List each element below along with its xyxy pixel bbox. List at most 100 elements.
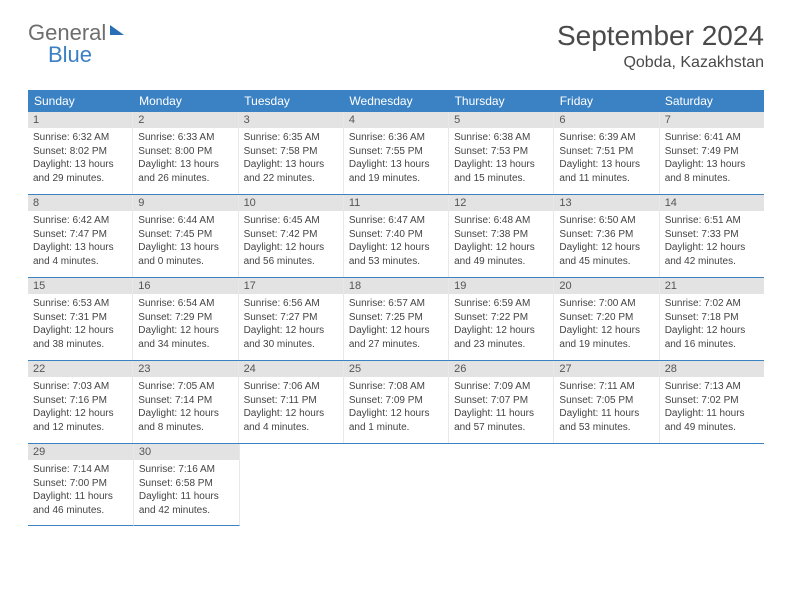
day-cell: 17 Sunrise: 6:56 AMSunset: 7:27 PMDayligh… [239,278,344,360]
sunrise-text: Sunrise: 6:41 AM [665,131,759,145]
day-cell: 6Sunrise: 6:39 AMSunset: 7:51 PMDaylight… [554,112,659,194]
daylight-text: Daylight: 13 hours and 22 minutes. [244,158,338,185]
day-header-friday: Friday [554,90,659,112]
day-body: Sunrise: 6:39 AMSunset: 7:51 PMDaylight:… [554,128,658,190]
day-cell: 8Sunrise: 6:42 AMSunset: 7:47 PMDaylight… [28,195,133,277]
day-body: Sunrise: 6:42 AMSunset: 7:47 PMDaylight:… [28,211,132,273]
sunrise-text: Sunrise: 6:42 AM [33,214,127,228]
day-number: 21 [660,278,764,294]
sunset-text: Sunset: 7:49 PM [665,145,759,159]
day-number: 11 [344,195,448,211]
sunset-text: Sunset: 7:18 PM [665,311,759,325]
sunrise-text: Sunrise: 7:02 AM [665,297,759,311]
daylight-text: Daylight: 13 hours and 29 minutes. [33,158,127,185]
day-number: 13 [554,195,658,211]
day-cell: 10Sunrise: 6:45 AMSunset: 7:42 PMDayligh… [239,195,344,277]
day-body: Sunrise: 7:14 AMSunset: 7:00 PMDaylight:… [28,460,133,522]
daylight-text: Daylight: 12 hours and 16 minutes. [665,324,759,351]
sunrise-text: Sunrise: 7:06 AM [244,380,338,394]
weeks-container: 1Sunrise: 6:32 AMSunset: 8:02 PMDaylight… [28,112,764,526]
logo-blue-row: Blue [48,42,92,68]
day-cell: 14Sunrise: 6:51 AMSunset: 7:33 PMDayligh… [660,195,764,277]
sunset-text: Sunset: 7:16 PM [33,394,127,408]
daylight-text: Daylight: 13 hours and 15 minutes. [454,158,548,185]
daylight-text: Daylight: 12 hours and 49 minutes. [454,241,548,268]
day-body: Sunrise: 6:35 AMSunset: 7:58 PMDaylight:… [239,128,343,190]
day-number: 10 [239,195,343,211]
sunrise-text: Sunrise: 6:38 AM [454,131,548,145]
sunset-text: Sunset: 7:53 PM [454,145,548,159]
sunset-text: Sunset: 7:27 PM [244,311,338,325]
day-body: Sunrise: 6:50 AMSunset: 7:36 PMDaylight:… [554,211,658,273]
empty-cell [449,444,554,526]
day-number: 17 [239,278,343,294]
sunset-text: Sunset: 7:22 PM [454,311,548,325]
daylight-text: Daylight: 13 hours and 19 minutes. [349,158,443,185]
daylight-text: Daylight: 12 hours and 42 minutes. [665,241,759,268]
daylight-text: Daylight: 13 hours and 0 minutes. [138,241,232,268]
day-cell: 24Sunrise: 7:06 AMSunset: 7:11 PMDayligh… [239,361,344,443]
day-cell: 28Sunrise: 7:13 AMSunset: 7:02 PMDayligh… [660,361,764,443]
day-body: Sunrise: 7:16 AMSunset: 6:58 PMDaylight:… [134,460,239,522]
week-row: 29Sunrise: 7:14 AMSunset: 7:00 PMDayligh… [28,444,764,526]
day-number: 29 [28,444,133,460]
logo-text-blue: Blue [48,42,92,67]
day-body: Sunrise: 6:41 AMSunset: 7:49 PMDaylight:… [660,128,764,190]
sunset-text: Sunset: 8:00 PM [138,145,232,159]
sunset-text: Sunset: 7:05 PM [559,394,653,408]
daylight-text: Daylight: 11 hours and 53 minutes. [559,407,653,434]
day-body: Sunrise: 6:51 AMSunset: 7:33 PMDaylight:… [660,211,764,273]
sunrise-text: Sunrise: 6:54 AM [138,297,232,311]
day-number: 25 [344,361,448,377]
calendar: Sunday Monday Tuesday Wednesday Thursday… [28,90,764,526]
day-cell: 26Sunrise: 7:09 AMSunset: 7:07 PMDayligh… [449,361,554,443]
empty-cell [659,444,764,526]
sunrise-text: Sunrise: 7:11 AM [559,380,653,394]
sunset-text: Sunset: 7:58 PM [244,145,338,159]
daylight-text: Daylight: 13 hours and 26 minutes. [138,158,232,185]
day-body: Sunrise: 7:08 AMSunset: 7:09 PMDaylight:… [344,377,448,439]
day-cell: 16Sunrise: 6:54 AMSunset: 7:29 PMDayligh… [133,278,238,360]
daylight-text: Daylight: 12 hours and 30 minutes. [244,324,338,351]
day-number: 1 [28,112,132,128]
sunrise-text: Sunrise: 7:14 AM [33,463,128,477]
day-header-saturday: Saturday [659,90,764,112]
logo-icon [110,25,124,35]
day-number: 30 [134,444,239,460]
sunrise-text: Sunrise: 6:56 AM [244,297,338,311]
day-header-tuesday: Tuesday [238,90,343,112]
day-header-monday: Monday [133,90,238,112]
sunrise-text: Sunrise: 6:57 AM [349,297,443,311]
week-row: 1Sunrise: 6:32 AMSunset: 8:02 PMDaylight… [28,112,764,195]
sunset-text: Sunset: 8:02 PM [33,145,127,159]
daylight-text: Daylight: 13 hours and 8 minutes. [665,158,759,185]
day-header-thursday: Thursday [449,90,554,112]
day-body: Sunrise: 7:11 AMSunset: 7:05 PMDaylight:… [554,377,658,439]
empty-cell [345,444,450,526]
day-cell: 4Sunrise: 6:36 AMSunset: 7:55 PMDaylight… [344,112,449,194]
day-body: Sunrise: 6:59 AMSunset: 7:22 PMDaylight:… [449,294,553,356]
sunset-text: Sunset: 7:00 PM [33,477,128,491]
title-block: September 2024 Qobda, Kazakhstan [557,20,764,72]
day-number: 7 [660,112,764,128]
daylight-text: Daylight: 13 hours and 4 minutes. [33,241,127,268]
day-number: 22 [28,361,132,377]
day-number: 19 [449,278,553,294]
day-number: 28 [660,361,764,377]
day-body: Sunrise: 6:57 AMSunset: 7:25 PMDaylight:… [344,294,448,356]
week-row: 8Sunrise: 6:42 AMSunset: 7:47 PMDaylight… [28,195,764,278]
sunrise-text: Sunrise: 7:09 AM [454,380,548,394]
sunrise-text: Sunrise: 6:44 AM [138,214,232,228]
daylight-text: Daylight: 12 hours and 8 minutes. [138,407,232,434]
sunrise-text: Sunrise: 6:32 AM [33,131,127,145]
day-cell: 12Sunrise: 6:48 AMSunset: 7:38 PMDayligh… [449,195,554,277]
sunrise-text: Sunrise: 7:16 AM [139,463,234,477]
day-body: Sunrise: 6:47 AMSunset: 7:40 PMDaylight:… [344,211,448,273]
day-body: Sunrise: 6:45 AMSunset: 7:42 PMDaylight:… [239,211,343,273]
day-cell: 15Sunrise: 6:53 AMSunset: 7:31 PMDayligh… [28,278,133,360]
day-number: 9 [133,195,237,211]
daylight-text: Daylight: 12 hours and 19 minutes. [559,324,653,351]
daylight-text: Daylight: 12 hours and 45 minutes. [559,241,653,268]
day-number: 12 [449,195,553,211]
daylight-text: Daylight: 12 hours and 1 minute. [349,407,443,434]
